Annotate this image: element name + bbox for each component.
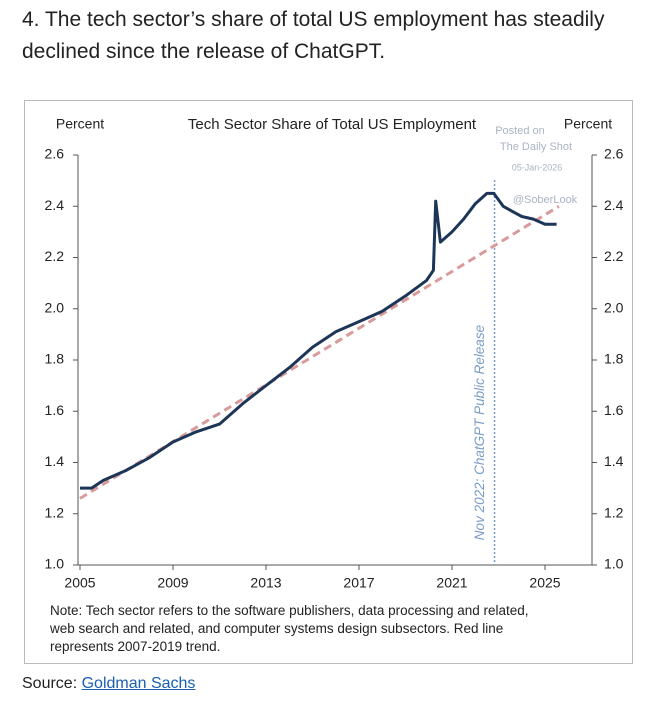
watermark: 05-Jan-2026 (512, 162, 563, 172)
x-tick-label: 2009 (157, 575, 188, 591)
watermark: The Daily Shot (500, 141, 572, 153)
y-tick-label: 2.4 (45, 197, 65, 213)
y-tick-label: 1.8 (45, 351, 65, 367)
source-link[interactable]: Goldman Sachs (81, 675, 196, 692)
note-line: web search and related, and computer sys… (50, 621, 504, 636)
source-prefix: Source: (22, 675, 78, 692)
series-line (80, 191, 557, 490)
note-line: represents 2007-2019 trend. (50, 639, 221, 654)
chart-frame (24, 100, 633, 664)
y2-tick-label: 2.4 (604, 197, 624, 213)
x-tick-label: 2005 (64, 575, 95, 591)
y2-axis-label: Percent (564, 116, 612, 132)
x-tick-label: 2017 (343, 575, 374, 591)
heading: 4. The tech sector’s share of total US e… (22, 8, 605, 63)
y2-tick-label: 2.2 (604, 248, 624, 264)
note-line: Note: Tech sector refers to the software… (50, 603, 529, 618)
y-tick-label: 2.0 (45, 299, 65, 315)
y2-tick-label: 2.0 (604, 299, 624, 315)
y-tick-label: 1.0 (45, 556, 65, 572)
y-axis-label: Percent (56, 116, 104, 132)
y-tick-label: 1.4 (45, 453, 65, 469)
annotation-label: Nov 2022: ChatGPT Public Release (472, 325, 487, 540)
y2-tick-label: 1.8 (604, 351, 624, 367)
y2-tick-label: 1.4 (604, 453, 624, 469)
x-tick-label: 2025 (529, 575, 560, 591)
watermark: @SoberLook (513, 194, 578, 206)
y-tick-label: 1.2 (45, 504, 65, 520)
y2-tick-label: 1.0 (604, 556, 624, 572)
watermark: Posted on (495, 125, 545, 137)
note: Note: Tech sector refers to the software… (50, 602, 529, 656)
chart-title: Tech Sector Share of Total US Employment (188, 116, 477, 133)
y-tick-label: 1.6 (45, 402, 65, 418)
source: Source: Goldman Sachs (22, 675, 195, 693)
x-tick-label: 2021 (436, 575, 467, 591)
y2-tick-label: 1.6 (604, 402, 624, 418)
y2-tick-label: 1.2 (604, 504, 624, 520)
x-tick-label: 2013 (250, 575, 281, 591)
y-tick-label: 2.2 (45, 248, 65, 264)
y2-tick-label: 2.6 (604, 146, 624, 162)
y-tick-label: 2.6 (45, 146, 65, 162)
